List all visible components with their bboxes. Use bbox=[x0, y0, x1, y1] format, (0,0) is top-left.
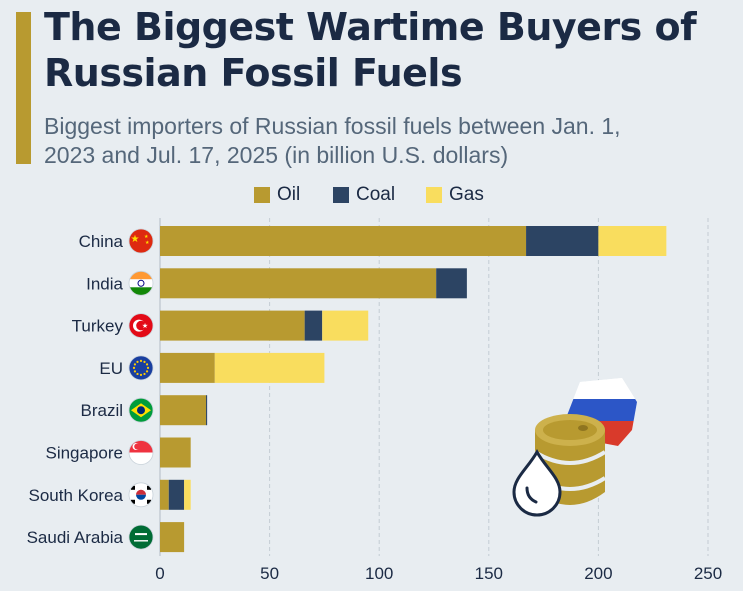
svg-text:★: ★ bbox=[131, 234, 140, 245]
category-label-india: India bbox=[86, 274, 123, 293]
x-tick-label: 0 bbox=[155, 564, 164, 583]
legend-label-oil: Oil bbox=[277, 184, 301, 205]
category-label-south-korea: South Korea bbox=[28, 486, 123, 505]
category-label-china: China bbox=[79, 232, 124, 251]
legend-item-coal: Coal bbox=[333, 184, 395, 206]
svg-text:★: ★ bbox=[144, 234, 149, 240]
bar-coal-south-korea bbox=[168, 479, 185, 510]
x-tick-label: 50 bbox=[260, 564, 279, 583]
chart-title: The Biggest Wartime Buyers of Russian Fo… bbox=[44, 5, 697, 95]
x-tick-label: 250 bbox=[694, 564, 722, 583]
brazil-flag-icon bbox=[128, 397, 154, 423]
bar-gas-turkey bbox=[322, 310, 369, 341]
bar-coal-brazil bbox=[206, 395, 208, 426]
bar-gas-china bbox=[598, 226, 667, 256]
bar-coal-india bbox=[436, 268, 467, 299]
bar-oil-india bbox=[160, 268, 437, 299]
singapore-flag-icon bbox=[128, 440, 154, 465]
bar-oil-saudi-arabia bbox=[160, 522, 185, 553]
svg-text:★: ★ bbox=[145, 240, 150, 246]
bar-oil-china bbox=[160, 226, 527, 256]
bar-coal-turkey bbox=[304, 310, 323, 341]
category-label-singapore: Singapore bbox=[45, 444, 123, 463]
chart-subtitle: Biggest importers of Russian fossil fuel… bbox=[44, 113, 621, 168]
x-axis-ticks: 0 50 100 150 200 250 bbox=[155, 564, 722, 583]
category-labels: China India Turkey EU Brazil Singapore South K… bbox=[27, 232, 124, 547]
bar-gas-eu bbox=[214, 352, 325, 383]
category-label-saudi-arabia: Saudi Arabia bbox=[27, 528, 124, 547]
india-flag-icon bbox=[128, 270, 154, 296]
south-korea-flag-icon bbox=[128, 482, 154, 508]
eu-flag-icon bbox=[128, 355, 154, 381]
legend: Oil Coal Gas bbox=[0, 184, 743, 208]
china-flag-icon: ★ ★★ bbox=[128, 228, 154, 254]
bar-oil-south-korea bbox=[160, 479, 169, 510]
legend-label-gas: Gas bbox=[449, 184, 484, 205]
legend-swatch-coal bbox=[333, 187, 349, 203]
accent-bar bbox=[16, 12, 31, 164]
bar-oil-singapore bbox=[160, 437, 191, 468]
legend-item-oil: Oil bbox=[254, 184, 300, 206]
category-label-turkey: Turkey bbox=[72, 317, 124, 336]
legend-swatch-gas bbox=[426, 187, 442, 203]
bar-oil-brazil bbox=[160, 395, 207, 426]
legend-label-coal: Coal bbox=[356, 184, 396, 205]
bar-coal-china bbox=[526, 226, 599, 256]
bar-oil-eu bbox=[160, 352, 215, 383]
bar-gas-south-korea bbox=[184, 479, 191, 510]
oil-drop-icon bbox=[512, 448, 562, 517]
russia-flag-shape-icon bbox=[566, 378, 637, 446]
oil-barrel-icon bbox=[533, 414, 607, 505]
category-label-eu: EU bbox=[99, 359, 123, 378]
bars bbox=[160, 226, 667, 553]
x-tick-label: 100 bbox=[365, 564, 393, 583]
decoration bbox=[512, 378, 637, 517]
turkey-flag-icon: ★ bbox=[128, 313, 154, 339]
country-flags: ★ ★★★ bbox=[128, 228, 154, 550]
x-tick-label: 200 bbox=[584, 564, 612, 583]
bar-oil-turkey bbox=[160, 310, 305, 341]
category-label-brazil: Brazil bbox=[80, 401, 123, 420]
svg-text:★: ★ bbox=[142, 322, 148, 330]
saudi-arabia-flag-icon bbox=[128, 524, 154, 550]
legend-swatch-oil bbox=[254, 187, 270, 203]
x-tick-label: 150 bbox=[475, 564, 503, 583]
legend-item-gas: Gas bbox=[426, 184, 484, 206]
